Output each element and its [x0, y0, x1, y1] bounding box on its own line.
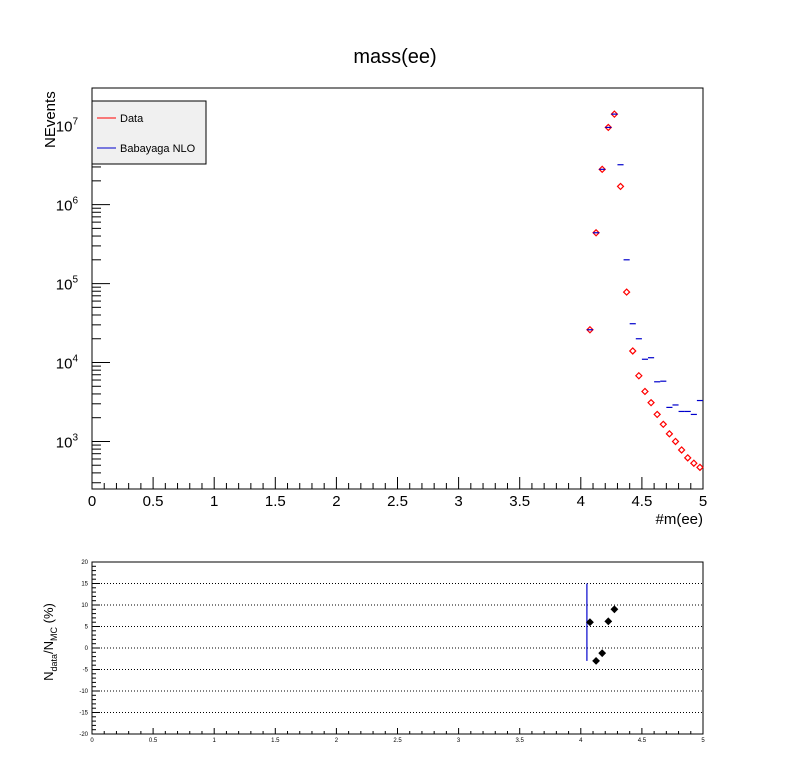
top-x-tick-label: 2.5 [387, 493, 408, 510]
bottom-x-tick-label: 4 [579, 738, 583, 744]
bottom-x-tick-label: 1 [213, 738, 217, 744]
bottom-y-tick-label: 10 [81, 603, 88, 609]
data-point [628, 347, 637, 355]
data-point [616, 182, 625, 191]
bottom-y-tick-label: 15 [81, 582, 88, 588]
data-point [653, 410, 662, 419]
bottom-y-tick-label: 5 [85, 625, 89, 631]
data-point [696, 463, 704, 472]
data-point [671, 437, 680, 446]
legend: Data Babayaga NLO [91, 100, 207, 165]
ratio-point [586, 618, 594, 627]
ratio-point [610, 605, 619, 614]
bottom-grid [92, 583, 703, 713]
bottom-x-tick-label: 3 [457, 738, 461, 744]
data-point [586, 325, 594, 334]
legend-babayaga-label: Babayaga NLO [120, 143, 196, 155]
bottom-y-tick-label: -15 [79, 711, 88, 717]
top-x-axis-label: #m(ee) [655, 511, 703, 528]
top-x-tick-label: 2 [332, 493, 340, 510]
data-point [598, 165, 607, 174]
data-point [610, 110, 619, 118]
top-panel: 0 0.5 1 1.5 2 2.5 3 3.5 4 4.5 5 103 104 105 106 107 #m… [42, 87, 707, 528]
top-y-axis-label: NEvents [42, 91, 59, 148]
data-point [641, 387, 649, 396]
bottom-y-tick-label: -5 [83, 668, 89, 674]
top-y-tick-label: 105 [56, 275, 79, 294]
bottom-y-tick-label: 0 [85, 646, 89, 652]
top-x-tick-label: 3 [454, 493, 462, 510]
top-x-tick-label: 3.5 [509, 493, 530, 510]
top-x-tick-label: 1.5 [265, 493, 286, 510]
top-y-axis: 103 104 105 106 107 [56, 87, 110, 484]
bottom-y-axis: -20 -15 -10 -5 0 5 10 15 20 [79, 560, 100, 738]
bottom-x-tick-label: 0 [90, 738, 94, 744]
top-x-tick-label: 4 [577, 493, 585, 510]
bottom-y-axis-label: Ndata/NMC (%) [41, 603, 59, 681]
legend-data-label: Data [120, 113, 144, 125]
data-point [677, 446, 686, 454]
bottom-x-tick-label: 2 [335, 738, 339, 744]
top-y-tick-label: 103 [56, 432, 79, 451]
bottom-x-tick-label: 1.5 [271, 738, 280, 744]
data-point [622, 288, 631, 296]
ratio-point [604, 617, 613, 626]
top-series-layer [586, 110, 704, 472]
top-y-tick-label: 107 [56, 117, 79, 136]
top-x-axis: 0 0.5 1 1.5 2 2.5 3 3.5 4 4.5 5 [88, 477, 707, 510]
legend-box [91, 100, 207, 165]
bottom-x-axis: 0 0.5 1 1.5 2 2.5 3 3.5 4 4.5 5 [90, 728, 705, 744]
top-x-tick-label: 0 [88, 493, 96, 510]
ratio-point [592, 656, 600, 665]
top-y-tick-label: 106 [56, 196, 79, 215]
bottom-series-layer [586, 583, 619, 665]
bottom-panel: 0 0.5 1 1.5 2 2.5 3 3.5 4 4.5 5 -20 -15 -10 -5 0 5 10 15 2… [41, 560, 705, 744]
data-point [689, 459, 698, 468]
bottom-y-tick-label: -10 [79, 689, 88, 695]
data-point [659, 420, 668, 429]
data-point [634, 371, 643, 380]
data-point [592, 228, 600, 237]
bottom-x-tick-label: 2.5 [393, 738, 402, 744]
data-point [647, 398, 655, 407]
chart-title: mass(ee) [353, 46, 436, 68]
top-x-tick-label: 1 [210, 493, 218, 510]
top-y-tick-label: 104 [56, 354, 79, 373]
data-point [665, 429, 674, 438]
data-point [683, 454, 692, 462]
data-point [604, 123, 613, 132]
bottom-x-tick-label: 4.5 [638, 738, 647, 744]
bottom-y-tick-label: -20 [79, 732, 88, 738]
top-x-tick-label: 5 [699, 493, 707, 510]
bottom-x-tick-label: 3.5 [516, 738, 525, 744]
top-x-tick-label: 4.5 [631, 493, 652, 510]
bottom-x-tick-label: 0.5 [149, 738, 158, 744]
ratio-point [598, 649, 607, 658]
bottom-x-tick-label: 5 [701, 738, 705, 744]
top-x-tick-label: 0.5 [143, 493, 164, 510]
bottom-y-tick-label: 20 [81, 560, 88, 566]
